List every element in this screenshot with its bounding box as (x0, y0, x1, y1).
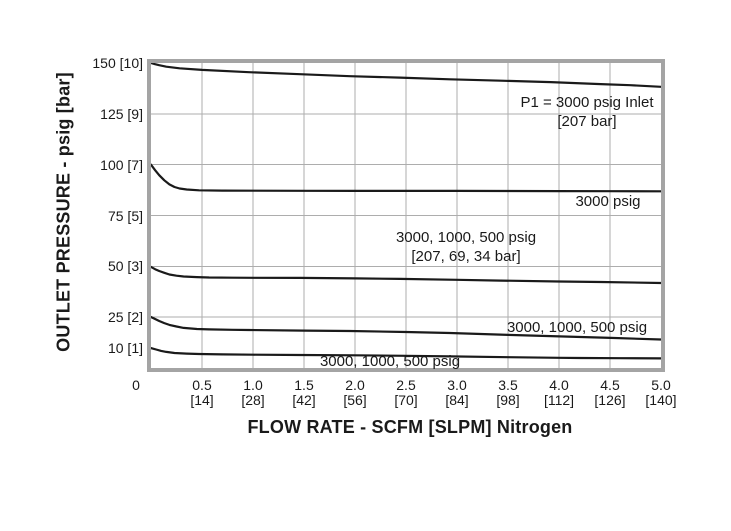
curve-set-10-psig (151, 347, 661, 360)
x-tick-label: 1.0 [28] (241, 377, 265, 408)
annotation-line: 3000, 1000, 500 psig (506, 319, 648, 336)
x-tick-label: 1.5 [42] (292, 377, 316, 408)
origin-tick-label: 0 (132, 377, 140, 393)
annotation-line: P1 = 3000 psig Inlet (520, 94, 654, 111)
y-tick-label: 50 [3] (107, 258, 143, 275)
plot-area (147, 59, 665, 372)
curve-set-50-psig (151, 265, 661, 285)
y-tick-label: 75 [5] (107, 207, 143, 224)
curves-canvas (151, 63, 661, 368)
x-tick-label: 4.5 [126] (594, 377, 626, 408)
curve-set-25-psig (151, 315, 661, 341)
annotation-line: 3000, 1000, 500 psig (395, 229, 537, 246)
annotation-3000-psig: 3000 psig (575, 193, 640, 212)
x-tick-label: 2.0 [56] (343, 377, 367, 408)
annotation-line: 3000 psig (575, 193, 641, 210)
x-tick-label: 2.5 [70] (394, 377, 418, 408)
y-tick-label: 150 [10] (92, 55, 143, 71)
annotation-p1-inlet: P1 = 3000 psig Inlet [207 bar] (520, 94, 653, 131)
annotation-25-psig-curve: 3000, 1000, 500 psig (507, 319, 647, 338)
x-tick-label: 5.0 [140] (645, 377, 677, 408)
curve-set-100-psig (151, 163, 661, 193)
annotation-10-psig-curve: 3000, 1000, 500 psig (320, 353, 460, 372)
annotation-line: 3000, 1000, 500 psig (319, 353, 461, 370)
x-tick-label: 4.0 [112] (543, 377, 575, 408)
x-tick-label: 3.0 [84] (445, 377, 469, 408)
annotation-line: [207 bar] (557, 112, 617, 130)
y-tick-label: 25 [2] (107, 309, 143, 326)
curve-set-150-psig (151, 63, 661, 88)
y-tick-label: 100 [7] (100, 156, 143, 173)
y-tick-label: 125 [9] (100, 105, 143, 122)
annotation-line: [207, 69, 34 bar] (411, 247, 521, 265)
y-tick-label: 10 [1] (107, 339, 143, 356)
annotation-mid-curves: 3000, 1000, 500 psig [207, 69, 34 bar] (396, 229, 536, 266)
x-axis-title: FLOW RATE - SCFM [SLPM] Nitrogen (247, 417, 573, 437)
x-tick-label: 0.5 [14] (190, 377, 214, 408)
x-tick-label: 3.5 [98] (496, 377, 520, 408)
